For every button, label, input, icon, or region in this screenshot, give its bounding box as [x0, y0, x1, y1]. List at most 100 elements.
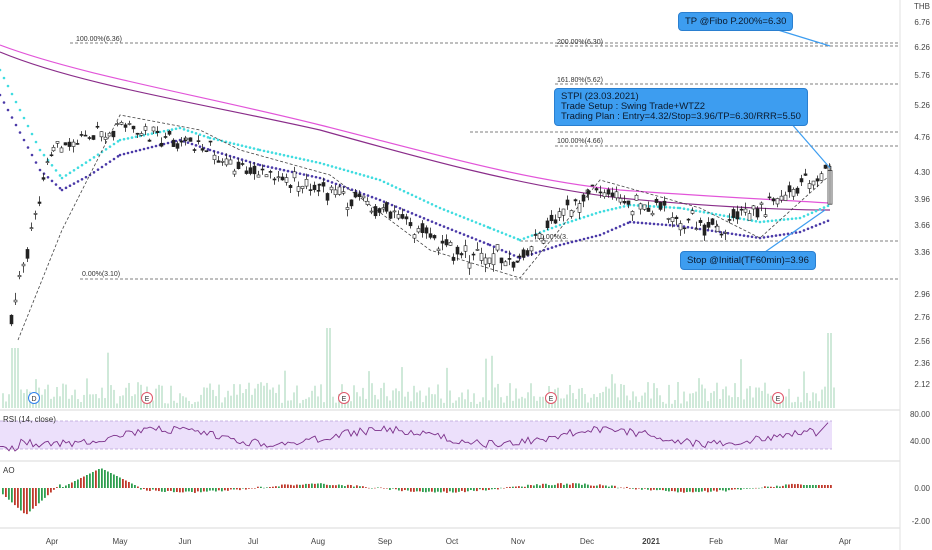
candle-body [444, 239, 449, 246]
purple-band-dot [212, 149, 216, 153]
candle-body [650, 212, 655, 216]
ao-bar [731, 488, 733, 490]
volume-bar [809, 400, 811, 408]
ao-bar [782, 485, 784, 488]
volume-bar [320, 384, 322, 408]
ao-bar [671, 488, 673, 492]
ao-axis-tick: 0.00 [914, 484, 930, 493]
volume-bar [533, 396, 535, 408]
candle-body [143, 126, 148, 131]
candle-body [115, 123, 120, 125]
cyan-band-dot [794, 217, 798, 220]
purple-band-dot [22, 138, 26, 142]
ao-bar [80, 478, 82, 488]
purple-band-dot [104, 163, 108, 166]
cyan-band-dot [358, 173, 362, 176]
ao-bar [101, 468, 103, 488]
ao-bar [692, 488, 694, 493]
candle-body [33, 213, 38, 215]
purple-band-dot [414, 213, 418, 217]
candle-body [321, 182, 326, 187]
x-axis-tick: Oct [446, 537, 459, 546]
volume-bar [422, 402, 424, 408]
candle-body [67, 141, 72, 147]
cyan-band-dot [478, 222, 482, 226]
volume-bar [5, 401, 7, 408]
volume-bar [11, 348, 13, 408]
volume-bar [668, 384, 670, 408]
cyan-band-dot [470, 219, 474, 223]
purple-band-dot [186, 141, 190, 144]
cyan-band-dot [158, 130, 162, 134]
purple-band-dot [198, 145, 202, 148]
purple-band-dot [116, 155, 120, 158]
volume-bar [404, 396, 406, 408]
cyan-band-dot [286, 154, 290, 158]
purple-band-dot [150, 145, 154, 149]
volume-bar [380, 388, 382, 408]
candle-body [549, 214, 554, 222]
cyan-band-dot [636, 204, 640, 207]
ao-bar [95, 470, 97, 488]
purple-band-dot [814, 224, 818, 227]
volume-bar [200, 394, 202, 408]
purple-band-dot [466, 234, 470, 238]
volume-bar [257, 383, 259, 408]
purple-band-dot [450, 228, 454, 232]
purple-band-dot [206, 148, 210, 151]
cyan-band-dot [18, 108, 22, 112]
ao-bar [674, 488, 676, 492]
candle-body [598, 191, 603, 194]
cyan-band-dot [810, 211, 814, 215]
purple-band-dot [130, 150, 134, 154]
volume-bar [101, 387, 103, 408]
event-marker-letter: E [549, 396, 554, 403]
ao-bar [29, 488, 31, 512]
volume-bar [245, 389, 247, 408]
candle-body [300, 185, 305, 189]
cyan-band-dot [512, 236, 516, 239]
ao-bar [605, 485, 607, 488]
ao-bar [62, 487, 64, 488]
purple-band-dot [618, 225, 622, 228]
purple-band-dot [806, 227, 810, 231]
ao-bar [566, 483, 568, 488]
purple-band-dot [6, 108, 10, 112]
cyan-band-dot [350, 170, 354, 174]
volume-bar [785, 396, 787, 408]
candle-body [49, 154, 54, 157]
cyan-band-dot [430, 202, 434, 206]
purple-band-dot [574, 239, 578, 243]
purple-band-dot [470, 236, 474, 240]
ao-bar [347, 484, 349, 488]
volume-bar [575, 399, 577, 408]
volume-bar [233, 384, 235, 408]
candle-body [119, 122, 124, 125]
price-axis-tick: 6.26 [914, 43, 930, 52]
purple-band-dot [108, 160, 112, 163]
purple-band-dot [640, 221, 644, 225]
purple-band-dot [418, 215, 422, 218]
x-axis-tick: Aug [311, 537, 325, 546]
volume-bar [635, 396, 637, 408]
volume-bar [290, 400, 292, 408]
tp-callout[interactable]: TP @Fibo P.200%=6.30 [678, 12, 794, 31]
event-marker [338, 392, 350, 404]
volume-bar [695, 391, 697, 408]
cyan-band-dot [718, 213, 722, 217]
setup-title: STPI (23.03.2021) [561, 91, 639, 102]
currency-label: THB [914, 2, 930, 11]
candle-body [771, 198, 776, 202]
ao-bar [257, 486, 259, 488]
purple-band-dot [258, 163, 262, 167]
ao-bar [620, 487, 622, 489]
candle-body [377, 208, 382, 213]
setup-callout[interactable]: STPI (23.03.2021) Trade Setup : Swing Tr… [554, 88, 808, 126]
volume-bar [437, 384, 439, 408]
ao-bar [707, 488, 709, 493]
ao-bar [740, 488, 742, 490]
purple-band-dot [194, 144, 198, 147]
stop-callout[interactable]: Stop @Initial(TF60min)=3.96 [680, 251, 816, 270]
cyan-band-dot [14, 100, 18, 104]
